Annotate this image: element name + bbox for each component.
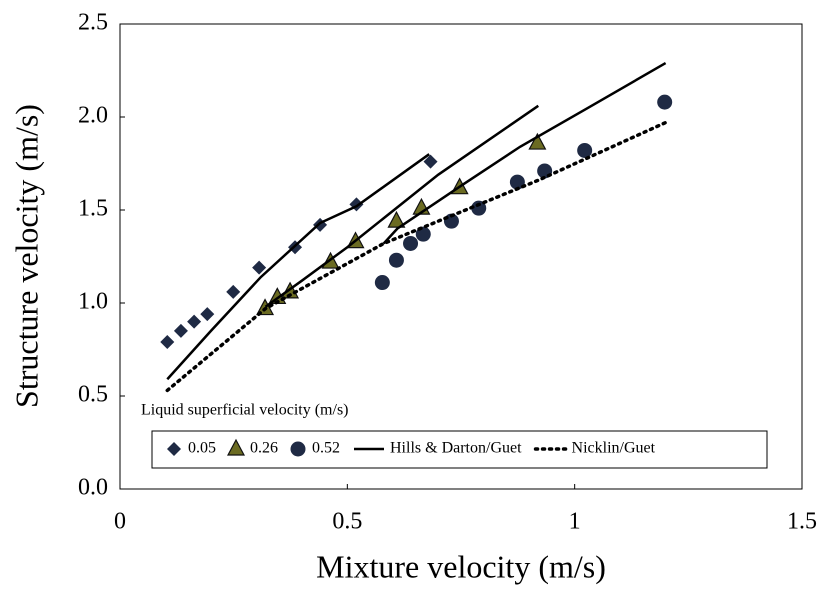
y-tick-label: 1.5 (78, 196, 108, 222)
y-tick-label: 0.0 (78, 475, 108, 501)
data-point (173, 323, 188, 338)
x-tick-label: 0 (114, 509, 126, 535)
x-tick-label: 1.5 (787, 509, 817, 535)
legend-label: 0.26 (250, 440, 278, 457)
data-point (657, 94, 673, 110)
x-tick-label: 1 (569, 509, 581, 535)
y-axis-title: Structure velocity (m/s) (8, 104, 44, 408)
legend-marker (290, 441, 306, 457)
legend-box (151, 430, 768, 469)
data-point (160, 335, 175, 350)
data-point (471, 200, 487, 216)
data-point (374, 275, 390, 291)
data-point (252, 260, 267, 275)
legend-title: Liquid superficial velocity (m/s) (141, 402, 349, 419)
plot-frame (119, 23, 803, 490)
data-point (509, 174, 525, 190)
legend-label: 0.05 (188, 440, 216, 457)
data-point (577, 142, 593, 158)
legend-label: 0.52 (312, 440, 340, 457)
data-point (423, 154, 438, 169)
y-tick-label: 2.5 (78, 10, 108, 36)
y-tick-label: 2.0 (78, 103, 108, 129)
data-point (387, 210, 406, 228)
legend-marker (167, 442, 181, 456)
data-point (187, 314, 202, 329)
y-tick-label: 1.0 (78, 289, 108, 315)
data-point (403, 235, 419, 251)
x-axis-title: Mixture velocity (m/s) (316, 548, 606, 584)
line-series (165, 120, 668, 393)
data-point (200, 307, 215, 322)
legend-marker (227, 438, 245, 456)
line-series (166, 61, 667, 381)
y-tick-label: 0.5 (78, 382, 108, 408)
data-point (226, 284, 241, 299)
x-tick-label: 0.5 (332, 509, 362, 535)
legend-label: Hills & Darton/Guet (390, 440, 522, 457)
data-point (528, 132, 547, 150)
legend-label: Nicklin/Guet (572, 440, 656, 457)
data-point (388, 252, 404, 268)
